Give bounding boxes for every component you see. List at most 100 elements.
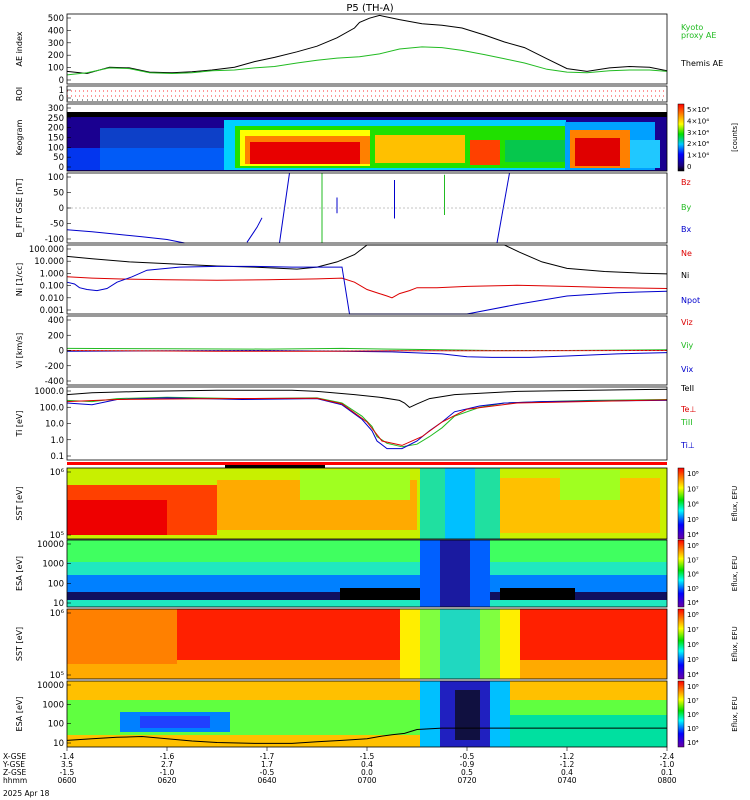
x-tick-label-z: 0.0	[361, 768, 373, 777]
colorbar-tick-sst_ion: 10⁸	[687, 470, 699, 478]
y-tick-label-ni: 10.000	[34, 257, 64, 267]
y-tick-label-ae: 0	[59, 76, 64, 86]
y-tick-label-vi: 400	[48, 316, 64, 326]
x-tick-label-x: -1.4	[60, 752, 75, 761]
y-tick-label-sst_el: 10⁵	[50, 671, 64, 681]
x-tick-label-z: 0.4	[561, 768, 573, 777]
colorbar-tick-sst_el: 10⁴	[687, 671, 699, 679]
y-axis-label-bfit: B_FIT GSE [nT]	[15, 179, 24, 238]
legend-entry-vi: Viy	[681, 341, 694, 350]
colorbar-tick-keogram: 1×10⁴	[687, 152, 709, 160]
colorbar-label-sst_el: Eflux, EFU	[731, 626, 739, 661]
sst-ion-colorbar	[677, 467, 685, 540]
legend-entry-ae: Themis AE	[680, 59, 723, 68]
colorbar-label-sst_ion: Eflux, EFU	[731, 486, 739, 521]
y-axis-label-sst_ion: SST [eV]	[15, 486, 24, 520]
panel-frame-sst_ion	[66, 467, 668, 540]
y-tick-label-ae: 300	[48, 39, 64, 49]
y-tick-label-ni: 0.010	[40, 294, 64, 304]
colorbar-tick-keogram: 5×10⁴	[687, 106, 709, 114]
x-tick-label-t: 0700	[357, 776, 376, 785]
y-axis-label-sst_el: SST [eV]	[15, 627, 24, 661]
y-tick-label-keogram: 300	[48, 104, 64, 114]
y-tick-label-ti: 1000.0	[34, 387, 64, 397]
colorbar-tick-sst_el: 10⁶	[687, 641, 699, 649]
y-tick-label-roi: 0	[59, 94, 64, 104]
x-tick-label-x: -0.5	[460, 752, 475, 761]
x-tick-label-t: 0740	[557, 776, 576, 785]
x-tick-label-t: 0600	[57, 776, 76, 785]
panel-frame-roi	[66, 85, 668, 103]
y-tick-label-esa_ion: 10000	[37, 540, 64, 550]
y-tick-label-esa_el: 100	[48, 720, 64, 730]
sst-ion-spectrogram	[67, 468, 667, 539]
y-tick-label-ae: 200	[48, 51, 64, 61]
x-tick-label-z: -0.5	[260, 768, 275, 777]
frame-layer	[66, 13, 668, 751]
date-label: 2025 Apr 18	[3, 789, 50, 798]
colorbar-tick-esa_el: 10⁷	[687, 697, 699, 705]
y-tick-label-sst_ion: 10⁵	[50, 531, 64, 541]
y-tick-label-keogram: 0	[59, 163, 64, 173]
x-tick-label-y: 3.5	[61, 760, 73, 769]
series-line-vi-2	[66, 350, 668, 352]
y-tick-label-bfit: 100	[48, 173, 64, 183]
legend-entry-bfit: By	[681, 203, 691, 212]
x-tick-label-x: -1.6	[160, 752, 175, 761]
y-tick-label-ni: 1.000	[40, 269, 64, 279]
y-axis-label-roi: ROI	[15, 87, 24, 101]
mode-bar	[67, 462, 667, 468]
colorbar-tick-keogram: 4×10⁴	[687, 117, 709, 125]
panel-frame-esa_ion	[66, 539, 668, 608]
roi-panel	[67, 86, 667, 102]
series-line-ti-3	[66, 397, 668, 446]
esa-ion-spectrogram	[67, 540, 667, 607]
y-tick-label-vi: 200	[48, 331, 64, 341]
y-axis-label-esa_ion: ESA [eV]	[15, 556, 24, 591]
colorbar-tick-esa_ion: 10⁶	[687, 571, 699, 579]
y-tick-label-ae: 100	[48, 64, 64, 74]
series-line-ni-2	[66, 265, 668, 315]
x-tick-label-y: -1.0	[660, 760, 675, 769]
colorbar-tick-keogram: 3×10⁴	[687, 129, 709, 137]
x-axis-row-label: Z-GSE	[3, 768, 27, 777]
y-tick-label-bfit: -100	[45, 235, 64, 245]
y-tick-label-vi: 0	[59, 347, 64, 357]
y-tick-label-ti: 0.1	[50, 452, 64, 462]
x-tick-label-z: 0.1	[661, 768, 673, 777]
colorbar-tick-esa_el: 10⁸	[687, 683, 699, 691]
y-tick-label-bfit: 50	[53, 189, 64, 199]
x-tick-label-x: -1.5	[360, 752, 375, 761]
colorbar-tick-esa_el: 10⁶	[687, 711, 699, 719]
panel-frame-ni	[66, 244, 668, 315]
x-axis-row-label: X-GSE	[3, 752, 26, 761]
y-tick-label-ti: 10.0	[45, 420, 64, 430]
sst-electron-spectrogram	[67, 609, 667, 679]
series-line-ti-2	[66, 397, 668, 450]
y-tick-label-keogram: 100	[48, 143, 64, 153]
x-tick-label-x: -2.4	[660, 752, 675, 761]
y-tick-label-bfit: -50	[50, 220, 64, 230]
esa-electron-spectrogram	[67, 681, 667, 747]
chart-title: P5 (TH-A)	[346, 3, 393, 14]
colorbar-tick-esa_ion: 10⁷	[687, 556, 699, 564]
series-line-ni-1	[66, 276, 668, 299]
y-tick-label-esa_el: 1000	[42, 700, 64, 710]
keogram-image	[67, 104, 667, 171]
y-tick-label-ni: 0.100	[40, 282, 64, 292]
colorbar-tick-esa_el: 10⁴	[687, 739, 699, 747]
colorbar-tick-keogram: 0	[687, 163, 691, 171]
colorbar-tick-sst_ion: 10⁵	[687, 516, 699, 524]
y-tick-label-roi: 1	[59, 86, 64, 96]
legend-entry-ni: Ni	[681, 271, 689, 280]
legend-entry-ti: TeII	[680, 384, 694, 393]
y-tick-label-vi: -400	[45, 377, 64, 387]
legend-entry-ti: Ti⊥	[680, 441, 695, 450]
y-axis-label-keogram: Keogram	[15, 119, 24, 155]
colorbar-tick-sst_el: 10⁵	[687, 656, 699, 664]
colorbar-label-keogram: [counts]	[731, 123, 739, 152]
legend-entry-ti: TiII	[680, 418, 693, 427]
colorbar-tick-sst_el: 10⁷	[687, 626, 699, 634]
x-tick-label-t: 0620	[157, 776, 176, 785]
